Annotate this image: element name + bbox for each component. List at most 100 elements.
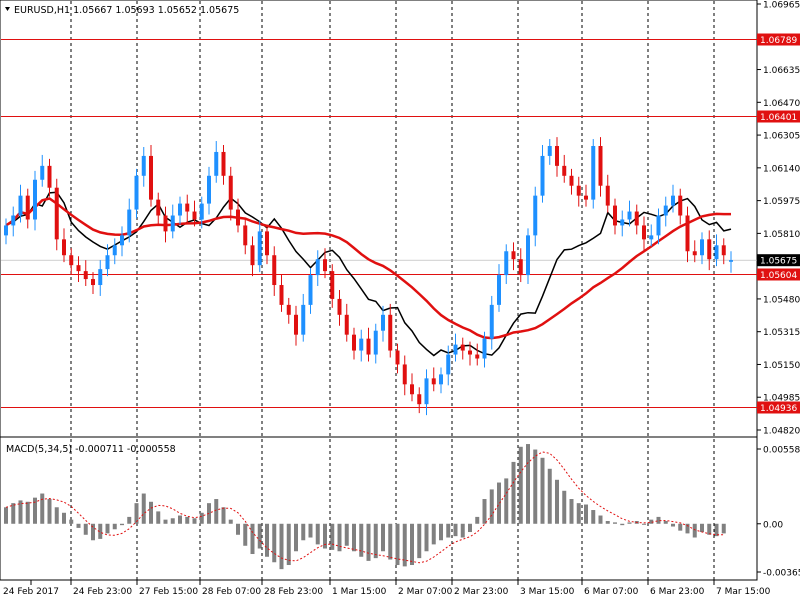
macd-bar	[497, 482, 501, 524]
candle-body	[424, 378, 429, 405]
candle-body	[511, 251, 516, 260]
macd-bar	[76, 523, 81, 528]
macd-bar	[301, 523, 306, 541]
candle-body	[294, 314, 298, 335]
macd-bar	[359, 523, 364, 557]
candle-body	[497, 275, 501, 305]
price-tick-label: 1.04985	[763, 394, 800, 404]
current-price-tag: 1.05675	[757, 254, 800, 267]
time-label: 6 Mar 23:00	[650, 587, 705, 597]
candle-body	[671, 195, 675, 206]
candle-body	[199, 203, 204, 220]
candle-body	[562, 165, 567, 176]
macd-tick-label: 0.00	[763, 520, 783, 530]
macd-pane[interactable]	[0, 436, 758, 581]
price-axis: 1.06965 1.06635 1.06470 1.06305 1.06140 1.059…	[757, 1, 800, 437]
price-tick-label: 1.05975	[763, 197, 800, 207]
candle-body	[584, 195, 588, 200]
candle-body	[301, 304, 306, 335]
candle-body	[243, 225, 248, 246]
macd-bar	[373, 523, 378, 559]
time-label: 1 Mar 15:00	[332, 587, 387, 597]
candle-body	[642, 225, 646, 240]
macd-bar	[69, 519, 74, 524]
candle-body	[446, 354, 451, 375]
time-label: 3 Mar 15:00	[520, 587, 575, 597]
candle-body	[105, 255, 110, 270]
price-tick-label: 1.05315	[763, 328, 800, 338]
macd-bar	[112, 523, 117, 530]
candle-body	[721, 245, 726, 256]
macd-bar	[40, 493, 45, 524]
symbol-info: EURUSD,H1 1.05667 1.05693 1.05652 1.0567…	[14, 5, 239, 16]
candle-body	[69, 255, 74, 266]
macd-bar	[344, 523, 349, 546]
macd-bar	[721, 523, 726, 534]
candle-body	[613, 205, 617, 226]
price-tick-label: 1.05150	[763, 361, 800, 371]
macd-bar	[141, 493, 146, 524]
macd-bar	[446, 523, 451, 538]
candle-body	[344, 314, 349, 335]
candle-body	[395, 350, 400, 365]
candle-body	[460, 344, 465, 351]
macd-bar	[11, 503, 16, 524]
macd-axis: 0.005585 0.00 -0.003654	[757, 446, 800, 579]
macd-bar	[366, 523, 371, 561]
macd-bar	[620, 523, 625, 526]
candle-body	[656, 215, 661, 236]
candle-body	[62, 239, 66, 256]
macd-bar	[185, 516, 190, 524]
macd-bar	[25, 501, 30, 524]
macd-bar	[91, 523, 95, 541]
macd-bar	[576, 503, 581, 524]
candle-body	[315, 259, 320, 276]
main-pane[interactable]	[0, 0, 758, 438]
macd-bar	[47, 499, 52, 524]
time-axis: 24 Feb 2017 24 Feb 23:00 27 Feb 15:00 28 Fe…	[3, 587, 771, 597]
macd-bar	[352, 523, 356, 552]
candle-body	[482, 338, 487, 359]
candle-body	[11, 215, 16, 226]
time-label: 27 Feb 15:00	[139, 587, 198, 597]
macd-bar	[504, 478, 509, 524]
candle-body	[417, 394, 422, 405]
candle-body	[714, 245, 719, 260]
macd-bar	[468, 523, 472, 533]
macd-bar	[228, 519, 233, 524]
macd-bar	[286, 523, 291, 566]
macd-bar	[388, 523, 393, 560]
candle-body	[185, 203, 190, 212]
macd-bar	[156, 511, 161, 524]
candle-body	[352, 334, 356, 351]
candle-body	[228, 175, 233, 210]
moving-averages	[5, 191, 732, 357]
macd-bar	[192, 518, 197, 524]
macd-bar	[279, 523, 284, 570]
time-label: 2 Mar 23:00	[454, 587, 509, 597]
candle-body	[526, 235, 530, 276]
macd-bar	[337, 523, 342, 552]
chevron-down-icon[interactable]	[5, 7, 10, 11]
level-label: 1.06401	[760, 113, 797, 123]
candle-body	[678, 195, 683, 216]
macd-bar	[424, 523, 429, 552]
macd-bar	[170, 518, 175, 524]
level-tag	[757, 401, 800, 414]
candle-body	[330, 271, 335, 299]
candle-body	[366, 338, 371, 355]
macd-bar	[257, 523, 262, 549]
macd-bar	[221, 507, 226, 524]
macd-bar	[678, 523, 683, 531]
macd-bar	[627, 522, 632, 524]
time-label: 7 Mar 15:00	[716, 587, 771, 597]
candle-body	[707, 239, 712, 260]
candle-body	[453, 344, 458, 355]
candle-body	[192, 211, 197, 220]
candle-body	[627, 211, 632, 220]
price-tick-label: 1.06305	[763, 132, 800, 142]
current-price-label: 1.05675	[760, 257, 797, 267]
candle-body	[4, 225, 8, 236]
macd-tick-label: -0.003654	[763, 569, 800, 579]
